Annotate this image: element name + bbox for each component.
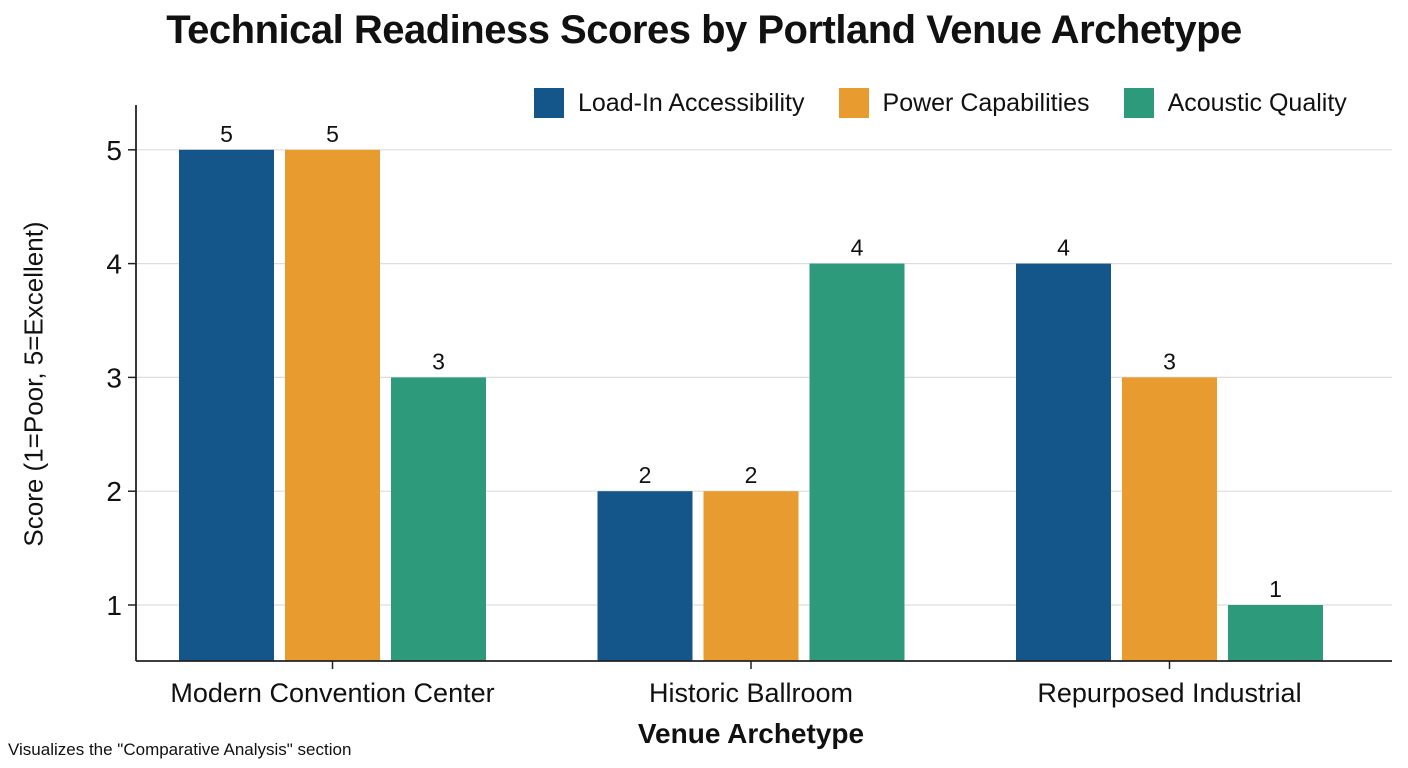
legend-swatch-acoustic [1123,88,1154,118]
bar [391,377,486,661]
bar [809,263,905,661]
legend: Load-In Accessibility Power Capabilities… [534,88,1347,118]
legend-label: Load-In Accessibility [578,88,805,117]
legend-swatch-power [838,88,869,118]
bar-value-label: 2 [639,462,652,488]
x-axis-label: Venue Archetype [637,718,865,749]
y-tick-label: 5 [106,135,122,166]
bar-value-label: 3 [1163,348,1176,374]
y-tick-label: 1 [106,590,122,621]
bar [1228,605,1323,661]
legend-item-acoustic: Acoustic Quality [1123,88,1347,118]
caption: Visualizes the "Comparative Analysis" se… [8,740,352,759]
y-tick-label: 3 [106,362,122,393]
bar [1016,263,1111,661]
bar [285,149,380,662]
bar-value-label: 5 [326,121,339,147]
y-tick-label: 2 [106,476,122,507]
legend-item-load-in: Load-In Accessibility [534,88,805,118]
bar-value-label: 4 [851,235,864,261]
bar [703,491,799,661]
x-tick-label: Repurposed Industrial [1037,678,1301,708]
legend-label: Acoustic Quality [1167,88,1347,117]
x-tick-label: Modern Convention Center [170,678,494,708]
bar [597,491,693,661]
bar [1122,377,1217,661]
bar-value-label: 5 [220,121,233,147]
bar-value-label: 1 [1269,576,1282,602]
x-tick-label: Historic Ballroom [649,678,853,708]
legend-swatch-load-in [534,88,564,118]
bar-value-label: 3 [432,348,445,374]
legend-label: Power Capabilities [882,88,1090,117]
y-tick-label: 4 [106,249,122,280]
bar-value-label: 4 [1057,235,1070,261]
bar [179,149,274,662]
legend-item-power: Power Capabilities [838,88,1090,118]
bar-value-label: 2 [745,462,758,488]
chart-title: Technical Readiness Scores by Portland V… [166,8,1242,52]
